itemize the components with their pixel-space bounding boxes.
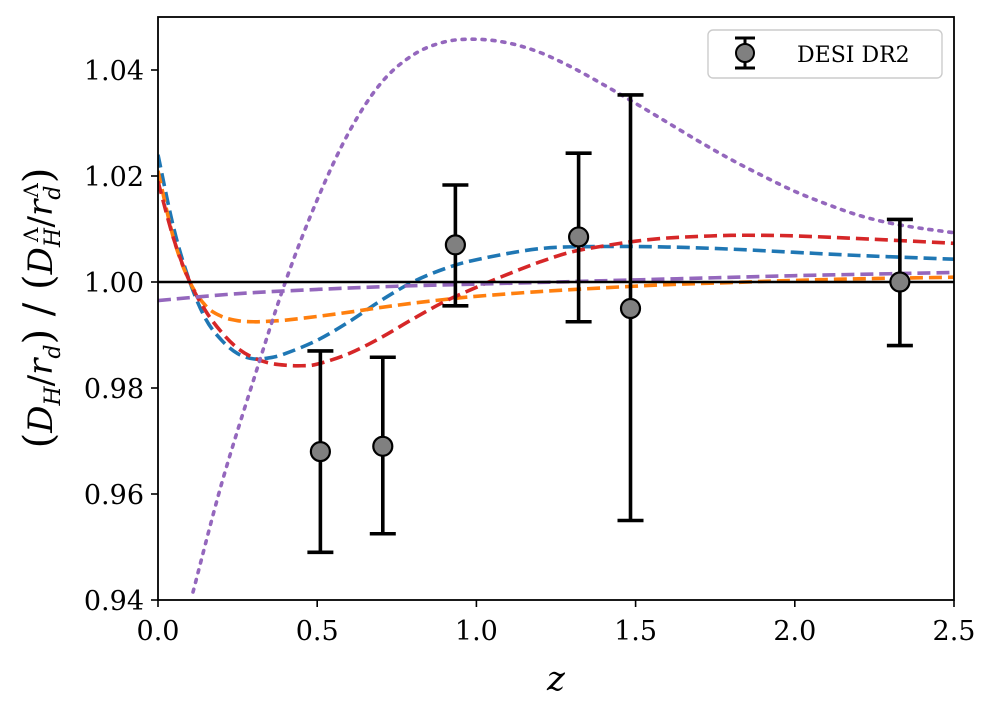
data-point	[617, 93, 644, 523]
data-marker	[444, 234, 466, 256]
legend-marker-icon	[735, 43, 755, 63]
legend-label: DESI DR2	[797, 43, 910, 68]
x-tick-label: 0.5	[296, 616, 339, 647]
x-tick-label: 2.0	[773, 616, 816, 647]
ylabel-part: H	[41, 227, 66, 248]
ylabel-part: D	[21, 406, 61, 434]
ylabel-part: )	[16, 168, 62, 184]
data-point	[565, 151, 592, 324]
data-marker	[889, 271, 911, 293]
series-line-red-dashed	[158, 180, 954, 368]
x-tick-label: 1.5	[614, 616, 657, 647]
y-tick-label: 1.04	[84, 56, 144, 87]
series-line-purple-dashed	[158, 270, 954, 303]
ylabel-part: d	[41, 345, 66, 359]
y-tick-label: 0.98	[84, 374, 144, 405]
x-tick-label: 1.0	[455, 616, 498, 647]
data-point	[307, 349, 334, 555]
y-tick-label: 1.00	[84, 268, 144, 299]
plot-frame	[157, 16, 955, 601]
ylabel-part: H	[41, 386, 66, 407]
ylabel-part: /	[21, 215, 61, 227]
ylabel-part: D	[21, 247, 61, 275]
data-marker	[619, 297, 642, 320]
y-tick-label: 0.96	[84, 480, 144, 511]
y-tick-label: 0.94	[84, 586, 144, 617]
data-marker	[372, 435, 394, 457]
x-axis: 0.0 0.5 1.0 1.5 2.0 2.5	[137, 600, 976, 647]
ylabel-part: (	[16, 433, 62, 449]
ylabel-part: ) / (	[16, 274, 62, 344]
data-point-layer	[307, 93, 913, 555]
legend-box	[707, 29, 943, 79]
series-line-purple-dotted	[191, 37, 954, 594]
x-tick-label: 2.5	[933, 616, 976, 647]
data-marker	[568, 226, 590, 248]
y-tick-label: 1.02	[84, 162, 144, 193]
data-marker	[309, 441, 331, 463]
data-point	[886, 217, 913, 348]
x-axis-label: z	[546, 659, 566, 699]
ylabel-part: /	[21, 374, 61, 386]
ylabel-part: Λ	[19, 227, 43, 243]
legend: DESI DR2	[707, 29, 943, 79]
ylabel-part: Λ	[19, 183, 43, 199]
data-point	[442, 183, 469, 308]
ylabel-part: d	[41, 186, 66, 200]
y-axis: 0.94 0.96 0.98 1.00 1.02 1.04	[84, 56, 158, 617]
plot-area	[158, 17, 954, 600]
ylabel-part: r	[21, 357, 61, 375]
ylabel-part: r	[21, 198, 61, 216]
x-tick-label: 0.0	[137, 616, 180, 647]
y-axis-label: (DH/rd) / (DHΛ/rdΛ)	[16, 168, 66, 449]
data-point	[369, 355, 396, 536]
